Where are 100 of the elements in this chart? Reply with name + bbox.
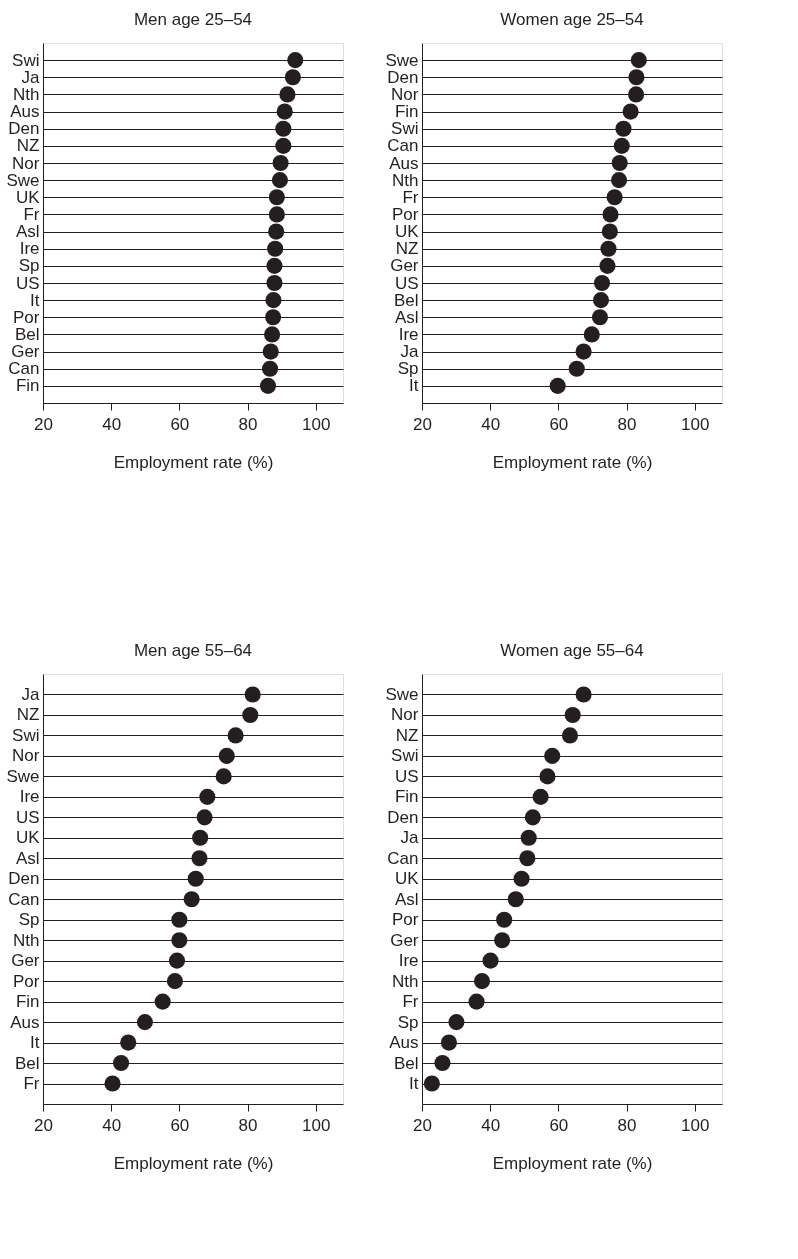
point <box>593 274 611 292</box>
x-tick-label: 40 <box>481 1115 501 1135</box>
y-tick-label: Bel <box>14 324 40 344</box>
point <box>532 788 549 805</box>
point <box>440 1034 457 1051</box>
x-axis-title: Employment rate (%) <box>113 1153 274 1173</box>
y-tick-label: It <box>409 376 419 396</box>
point <box>520 829 537 846</box>
point <box>544 747 561 764</box>
chart-title: Men age 55–64 <box>133 641 253 660</box>
point <box>113 1055 130 1072</box>
chart-title: Men age 25–54 <box>133 10 253 29</box>
point <box>568 360 585 377</box>
point <box>136 1014 153 1031</box>
point <box>287 52 304 69</box>
x-tick-label: 40 <box>481 414 501 434</box>
point <box>611 154 628 172</box>
y-tick-label: Sp <box>397 359 419 379</box>
point <box>513 870 530 887</box>
y-tick-label: Aus <box>389 1033 419 1053</box>
y-tick-label: Fin <box>15 992 40 1012</box>
y-tick-label: Nth <box>13 930 40 950</box>
point <box>275 137 292 154</box>
x-tick-label: 100 <box>681 414 710 434</box>
y-tick-label: Swe <box>6 766 40 786</box>
x-tick-label: 80 <box>238 1115 258 1135</box>
point <box>171 911 188 928</box>
point <box>496 911 513 928</box>
y-tick-label: US <box>15 807 40 827</box>
y-tick-label: Por <box>13 307 40 327</box>
y-tick-label: NZ <box>16 705 40 725</box>
point <box>564 706 581 723</box>
point <box>265 309 282 326</box>
y-tick-label: It <box>409 1074 419 1094</box>
chart-title: Women age 25–54 <box>500 10 644 29</box>
y-tick-label: Ja <box>21 684 41 704</box>
point <box>610 172 628 189</box>
y-tick-label: Can <box>387 136 419 156</box>
y-tick-label: Sp <box>397 1012 419 1032</box>
y-tick-label: Swi <box>391 746 419 766</box>
point <box>242 706 259 723</box>
point <box>482 952 499 969</box>
x-tick-label: 40 <box>102 414 122 434</box>
x-tick-label: 80 <box>617 1115 637 1135</box>
y-tick-label: UK <box>394 869 420 889</box>
y-tick-label: Ire <box>19 787 40 807</box>
y-tick-label: Ire <box>398 951 419 971</box>
point <box>120 1034 137 1051</box>
y-tick-label: US <box>394 766 419 786</box>
x-tick-label: 100 <box>302 1115 331 1135</box>
point <box>268 189 285 206</box>
y-tick-label: Ger <box>390 256 419 276</box>
point <box>218 747 235 764</box>
point <box>264 326 281 343</box>
point <box>266 257 283 274</box>
point <box>262 343 279 360</box>
point <box>271 172 288 189</box>
y-tick-label: Fin <box>15 376 40 396</box>
y-tick-label: Por <box>392 204 419 224</box>
y-tick-label: Nth <box>392 170 419 190</box>
y-tick-label: Bel <box>14 1053 40 1073</box>
point <box>494 932 511 949</box>
y-tick-label: It <box>30 290 40 310</box>
y-tick-label: Asl <box>394 889 419 909</box>
point <box>615 120 632 137</box>
y-tick-label: Den <box>8 869 40 889</box>
point <box>575 343 592 360</box>
point <box>601 223 618 240</box>
y-tick-label: Den <box>387 67 419 87</box>
point <box>602 206 619 223</box>
x-tick-label: 100 <box>681 1115 710 1135</box>
y-tick-label: Fr <box>23 204 40 224</box>
y-tick-label: Ger <box>390 930 419 950</box>
point <box>599 257 616 274</box>
y-tick-label: Swi <box>12 725 40 745</box>
x-tick-label: 60 <box>549 414 569 434</box>
y-tick-label: Asl <box>15 222 40 242</box>
y-tick-label: Ger <box>11 951 40 971</box>
y-tick-label: Aus <box>389 153 419 173</box>
point <box>613 137 630 154</box>
y-tick-label: Nth <box>392 971 419 991</box>
point <box>171 932 188 949</box>
y-tick-label: NZ <box>16 136 40 156</box>
y-tick-label: Nor <box>391 705 419 725</box>
x-tick-label: 60 <box>549 1115 569 1135</box>
point <box>606 189 623 206</box>
y-tick-label: Can <box>8 889 40 909</box>
point <box>507 891 524 908</box>
point <box>591 309 609 326</box>
y-tick-label: Nor <box>12 746 40 766</box>
point <box>434 1055 451 1072</box>
point <box>166 973 183 990</box>
y-tick-label: Aus <box>10 102 40 122</box>
point <box>196 809 213 826</box>
y-tick-label: Sp <box>18 256 40 276</box>
point <box>549 377 566 394</box>
y-tick-label: Ire <box>398 324 419 344</box>
point <box>473 973 491 990</box>
y-tick-label: Swi <box>391 119 419 139</box>
y-tick-label: NZ <box>395 239 419 259</box>
